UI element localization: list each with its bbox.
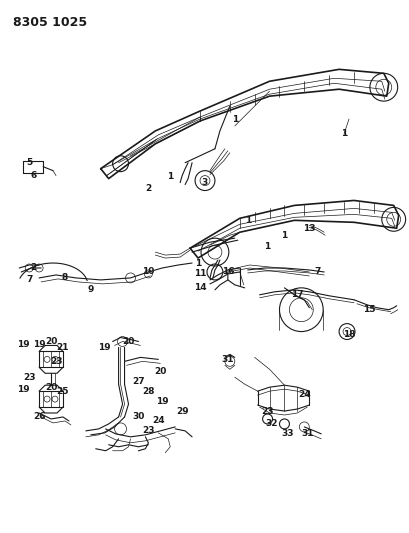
Text: 1: 1 [231, 115, 237, 124]
Text: 25: 25 [56, 386, 69, 395]
Text: 19: 19 [98, 343, 111, 352]
Text: 18: 18 [342, 330, 355, 339]
Text: 6: 6 [30, 171, 36, 180]
Text: 13: 13 [302, 224, 315, 233]
Text: 19: 19 [33, 340, 45, 349]
Text: 15: 15 [362, 305, 374, 314]
Text: 23: 23 [23, 373, 35, 382]
Text: 1: 1 [281, 231, 287, 240]
Text: 26: 26 [33, 413, 45, 422]
Text: 9: 9 [88, 285, 94, 294]
Text: 33: 33 [281, 430, 293, 438]
Text: 31: 31 [300, 430, 313, 438]
Text: 23: 23 [142, 426, 154, 435]
Text: 20: 20 [122, 337, 135, 346]
Text: 1: 1 [194, 259, 201, 268]
Text: 29: 29 [175, 407, 188, 416]
Text: 5: 5 [26, 158, 32, 167]
Text: 8305 1025: 8305 1025 [13, 15, 87, 29]
Text: 24: 24 [152, 416, 164, 425]
Text: 2: 2 [30, 263, 36, 272]
Text: 1: 1 [340, 130, 346, 139]
Text: 20: 20 [45, 383, 57, 392]
Text: 31: 31 [221, 355, 234, 364]
Text: 7: 7 [26, 276, 32, 285]
Text: 19: 19 [155, 397, 168, 406]
Text: 32: 32 [265, 419, 277, 429]
Text: 24: 24 [297, 390, 310, 399]
Text: 27: 27 [132, 377, 144, 386]
Text: 14: 14 [193, 284, 206, 293]
Text: 16: 16 [221, 268, 234, 277]
Text: 3: 3 [201, 178, 208, 187]
Text: 10: 10 [142, 268, 154, 277]
Text: 7: 7 [313, 268, 320, 277]
Text: 2: 2 [145, 184, 151, 193]
Text: 17: 17 [290, 290, 303, 300]
Text: 19: 19 [17, 340, 29, 349]
Text: 1: 1 [264, 241, 270, 251]
Text: 30: 30 [132, 413, 144, 422]
Text: 23: 23 [261, 407, 273, 416]
Text: 20: 20 [154, 367, 166, 376]
Text: 11: 11 [193, 270, 206, 278]
Text: 1: 1 [244, 216, 250, 225]
Text: 21: 21 [56, 343, 69, 352]
Text: 20: 20 [45, 337, 57, 346]
Text: 23: 23 [49, 357, 62, 366]
Text: 19: 19 [17, 385, 29, 394]
Text: 8: 8 [62, 273, 68, 282]
Text: 1: 1 [167, 172, 173, 181]
Text: 28: 28 [142, 386, 154, 395]
